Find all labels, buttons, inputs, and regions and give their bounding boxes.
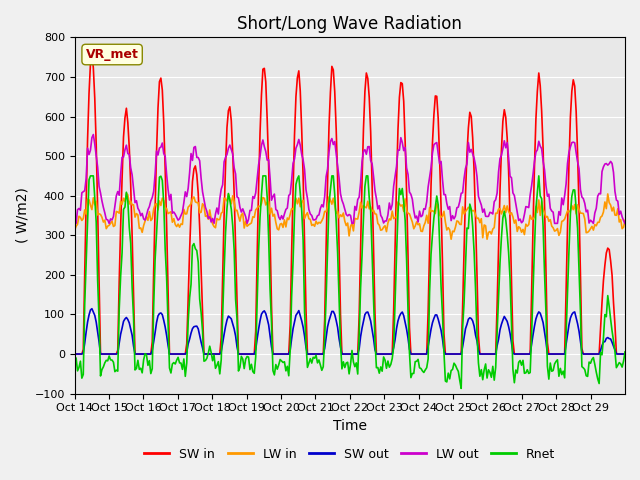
Rnet bbox=[458, 385, 465, 391]
X-axis label: Time: Time bbox=[333, 419, 367, 433]
SW out bbox=[108, 351, 116, 357]
SW in bbox=[88, 50, 96, 56]
Rnet bbox=[71, 359, 79, 364]
LW in bbox=[620, 224, 627, 230]
Rnet bbox=[620, 358, 627, 364]
Rnet bbox=[108, 357, 116, 363]
LW out bbox=[72, 220, 80, 226]
Y-axis label: ( W/m2): ( W/m2) bbox=[15, 188, 29, 243]
SW in bbox=[108, 351, 116, 357]
SW out bbox=[465, 316, 472, 322]
LW out bbox=[548, 208, 556, 214]
LW out bbox=[466, 149, 474, 155]
LW in bbox=[355, 209, 363, 215]
LW in bbox=[71, 228, 79, 233]
SW out bbox=[618, 351, 626, 357]
Rnet bbox=[91, 195, 99, 201]
LW out bbox=[620, 217, 627, 223]
LW in bbox=[122, 191, 130, 196]
SW in bbox=[621, 351, 629, 357]
Rnet bbox=[86, 173, 94, 179]
LW out bbox=[356, 180, 364, 186]
Rnet bbox=[621, 349, 629, 355]
Line: LW out: LW out bbox=[75, 134, 625, 223]
SW in bbox=[91, 96, 99, 101]
Title: Short/Long Wave Radiation: Short/Long Wave Radiation bbox=[237, 15, 462, 33]
LW out bbox=[92, 153, 100, 159]
Rnet bbox=[466, 201, 474, 207]
SW out bbox=[355, 346, 363, 352]
SW out bbox=[71, 351, 79, 357]
Rnet bbox=[548, 368, 556, 374]
Legend: SW in, LW in, SW out, LW out, Rnet: SW in, LW in, SW out, LW out, Rnet bbox=[140, 443, 561, 466]
LW in bbox=[107, 220, 115, 226]
Line: LW in: LW in bbox=[75, 193, 625, 239]
SW out bbox=[547, 351, 554, 357]
Rnet bbox=[355, 331, 363, 337]
Line: SW out: SW out bbox=[75, 309, 625, 354]
LW in bbox=[621, 217, 629, 223]
SW in bbox=[618, 351, 626, 357]
SW in bbox=[71, 351, 79, 357]
LW in bbox=[447, 236, 455, 242]
SW out bbox=[621, 351, 629, 357]
SW in bbox=[355, 313, 363, 319]
SW out bbox=[91, 312, 99, 318]
LW in bbox=[466, 205, 474, 211]
SW in bbox=[465, 125, 472, 131]
LW out bbox=[71, 219, 79, 225]
LW out bbox=[621, 220, 629, 226]
LW out bbox=[90, 132, 97, 137]
Line: Rnet: Rnet bbox=[75, 176, 625, 388]
SW out bbox=[88, 306, 96, 312]
LW out bbox=[109, 214, 117, 219]
LW in bbox=[548, 223, 556, 229]
Text: VR_met: VR_met bbox=[86, 48, 138, 61]
LW in bbox=[90, 195, 97, 201]
SW in bbox=[547, 351, 554, 357]
Line: SW in: SW in bbox=[75, 53, 625, 354]
